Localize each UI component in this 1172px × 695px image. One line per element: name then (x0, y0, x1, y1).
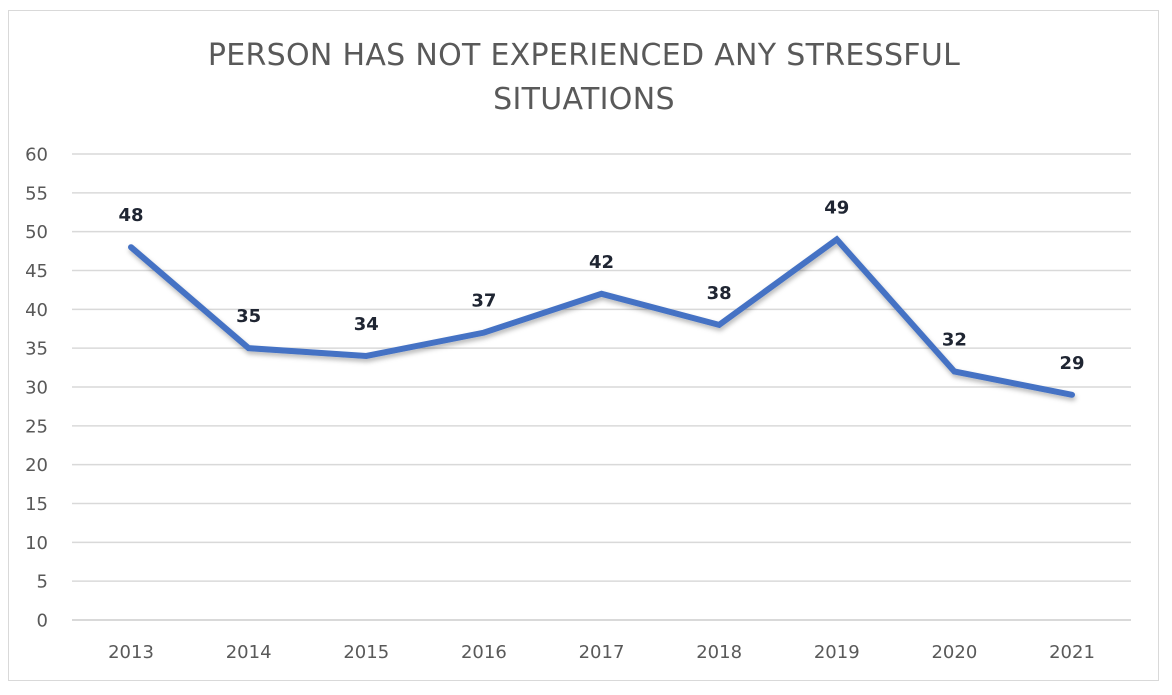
data-label: 34 (354, 314, 379, 335)
y-tick-label: 5 (37, 572, 48, 593)
chart-title: PERSON HAS NOT EXPERIENCED ANY STRESSFUL… (0, 34, 1168, 122)
data-label: 37 (471, 291, 496, 312)
data-label: 42 (589, 252, 614, 273)
x-tick-label: 2016 (461, 642, 507, 663)
y-tick-label: 25 (25, 416, 48, 437)
y-tick-label: 20 (25, 455, 48, 476)
y-tick-label: 50 (25, 222, 48, 243)
x-tick-label: 2021 (1049, 642, 1095, 663)
data-label: 29 (1059, 353, 1084, 374)
data-label: 32 (942, 329, 967, 350)
y-tick-label: 10 (25, 533, 48, 554)
x-tick-label: 2015 (343, 642, 389, 663)
x-tick-label: 2017 (579, 642, 625, 663)
y-tick-label: 45 (25, 261, 48, 282)
data-label: 49 (824, 197, 849, 218)
x-tick-label: 2018 (696, 642, 742, 663)
chart-area (8, 10, 1159, 681)
x-tick-label: 2014 (226, 642, 272, 663)
gridlines (72, 153, 1131, 621)
series-line (128, 235, 1075, 398)
y-tick-label: 35 (25, 339, 48, 360)
chart-title-line-1: PERSON HAS NOT EXPERIENCED ANY STRESSFUL (207, 38, 961, 73)
data-labels: 48 35 34 37 42 38 49 32 29 (118, 197, 1084, 373)
data-label: 48 (118, 205, 143, 226)
x-tick-label: 2020 (931, 642, 977, 663)
y-tick-label: 30 (25, 378, 48, 399)
y-tick-label: 60 (25, 145, 48, 166)
data-label: 38 (707, 283, 732, 304)
x-axis-ticks: 2013 2014 2015 2016 2017 2018 2019 2020 2021 (108, 642, 1095, 663)
x-tick-label: 2013 (108, 642, 154, 663)
chart-title-line-2: SITUATIONS (493, 82, 675, 117)
y-axis-ticks: 0 5 10 15 20 25 30 35 40 45 50 55 60 (25, 145, 48, 632)
y-tick-label: 55 (25, 183, 48, 204)
y-tick-label: 15 (25, 494, 48, 515)
x-tick-label: 2019 (814, 642, 860, 663)
y-tick-label: 0 (37, 611, 48, 632)
y-tick-label: 40 (25, 300, 48, 321)
data-label: 35 (236, 306, 261, 327)
